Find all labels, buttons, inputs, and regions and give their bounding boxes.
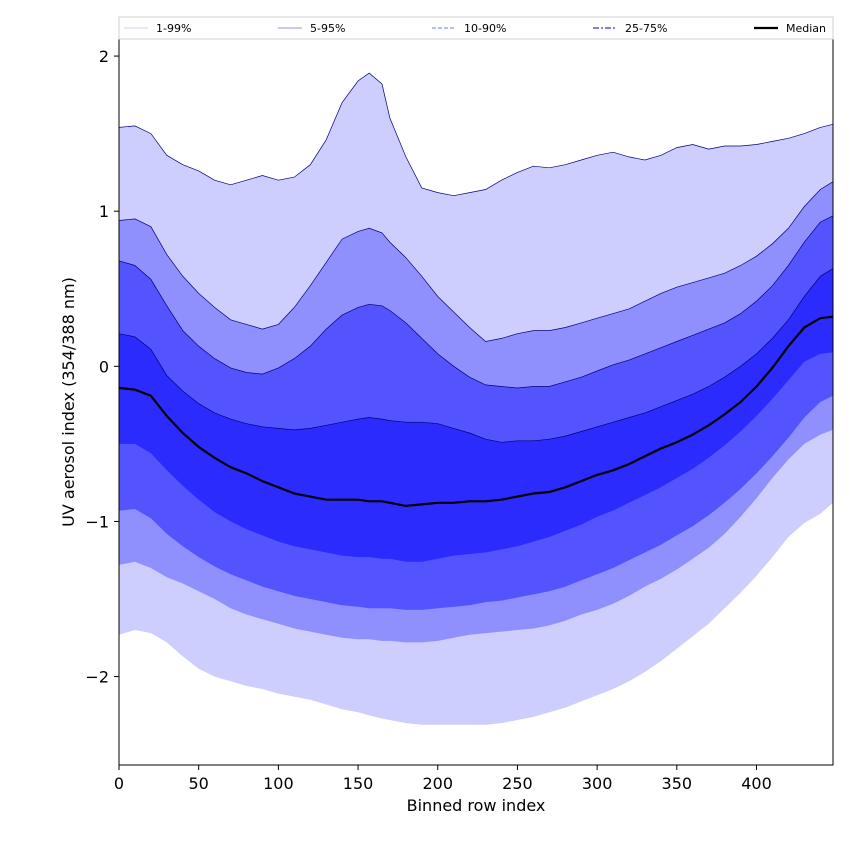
x-tick-label: 200 bbox=[422, 774, 453, 793]
band-upper-edge-1 bbox=[118, 72, 834, 197]
legend-label: 25-75% bbox=[625, 22, 667, 35]
band-upper-edge-4 bbox=[118, 268, 834, 443]
legend-label: 1-99% bbox=[156, 22, 191, 35]
x-tick-label: 400 bbox=[741, 774, 772, 793]
x-axis-ticks: 0 50 100 150 200 250 300 350 400 bbox=[114, 765, 772, 793]
legend-item: 5-95% bbox=[278, 22, 345, 35]
band-upper-edge-3 bbox=[118, 215, 834, 389]
legend-label: 5-95% bbox=[310, 22, 345, 35]
x-tick-label: 250 bbox=[502, 774, 533, 793]
median-layer bbox=[118, 315, 834, 507]
y-tick-label: −2 bbox=[85, 668, 109, 687]
legend-item: Median bbox=[754, 22, 826, 35]
x-tick-label: 100 bbox=[263, 774, 294, 793]
median-line bbox=[118, 315, 834, 507]
legend-item: 25-75% bbox=[593, 22, 667, 35]
x-tick-label: 300 bbox=[582, 774, 613, 793]
y-tick-label: 1 bbox=[99, 202, 109, 221]
legend-label: Median bbox=[786, 22, 826, 35]
x-tick-label: 0 bbox=[114, 774, 124, 793]
legend-label: 10-90% bbox=[464, 22, 506, 35]
legend-item: 10-90% bbox=[432, 22, 506, 35]
y-axis-ticks: −2 −1 0 1 2 bbox=[85, 47, 119, 687]
legend-box bbox=[118, 16, 834, 40]
percentile-bands bbox=[118, 72, 834, 725]
y-axis-label: UV aerosol index (354/388 nm) bbox=[59, 277, 78, 527]
y-tick-label: 0 bbox=[99, 357, 109, 376]
x-tick-label: 150 bbox=[343, 774, 374, 793]
x-tick-label: 50 bbox=[189, 774, 209, 793]
band-25-75 bbox=[119, 268, 833, 562]
band-upper-edge-2 bbox=[118, 181, 834, 342]
legend-item: 1-99% bbox=[124, 22, 191, 35]
legend: 1-99% 5-95% 10-90% 25-75% Median bbox=[118, 16, 834, 40]
y-tick-label: 2 bbox=[99, 47, 109, 66]
x-tick-label: 350 bbox=[662, 774, 693, 793]
y-tick-label: −1 bbox=[85, 512, 109, 531]
x-axis-label: Binned row index bbox=[407, 796, 546, 815]
